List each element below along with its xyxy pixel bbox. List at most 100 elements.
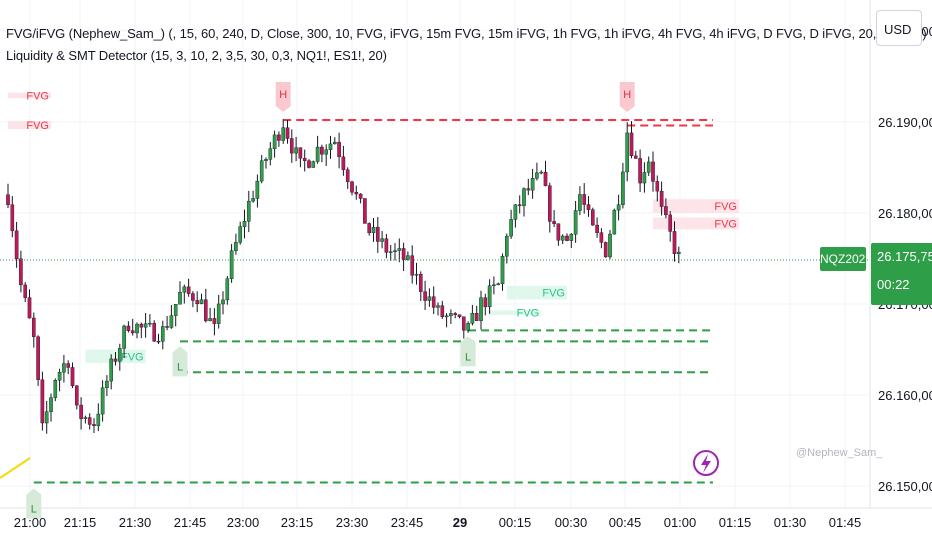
fvg-label: FVG <box>517 308 540 320</box>
candle-body <box>122 325 126 349</box>
candle-body <box>642 172 647 184</box>
candle-body <box>285 127 290 139</box>
candle-body <box>453 313 458 315</box>
candle-body <box>62 363 66 373</box>
fvg-zone <box>489 310 542 315</box>
candle-body <box>505 235 509 257</box>
candle-body <box>479 297 483 321</box>
candle-body <box>255 180 260 199</box>
candle-body <box>595 224 599 233</box>
candle-body <box>358 193 363 199</box>
swing-marker-label: L <box>177 361 183 373</box>
swing-marker-shape <box>619 82 635 113</box>
candle-body <box>423 291 427 301</box>
fvg-label: FVG <box>26 120 49 132</box>
candle-body <box>337 141 341 158</box>
bar-countdown: 00:22 <box>877 277 910 292</box>
fvg-label: FVG <box>714 218 737 230</box>
candle-body <box>96 413 101 426</box>
candle-body <box>367 223 372 234</box>
candle-body <box>6 194 10 205</box>
candle-body <box>591 209 595 226</box>
time-tick-label: 21:00 <box>14 515 47 530</box>
swing-marker-label: L <box>31 503 37 515</box>
time-axis[interactable]: 21:00 21:15 21:30 21:45 23:00 23:15 23:30 23:45… <box>14 515 862 530</box>
candle-body <box>599 232 604 243</box>
indicator-liquidity-title[interactable]: Liquidity & SMT Detector (15, 3, 10, 2, … <box>6 48 387 63</box>
watermark-text: @Nephew_Sam_ <box>796 447 883 459</box>
candle-body <box>173 303 178 316</box>
time-tick-label: 23:15 <box>281 515 314 530</box>
candle-body <box>19 258 23 286</box>
candle-body <box>470 313 475 324</box>
candle-body <box>526 188 531 191</box>
candle-body <box>513 204 518 220</box>
candle-body <box>376 226 380 242</box>
candle-body <box>449 313 453 317</box>
candle-body <box>49 397 53 412</box>
candle-body <box>83 417 88 419</box>
candle-body <box>148 322 152 325</box>
candle-body <box>100 387 105 415</box>
indicator-fvg-title[interactable]: FVG/iFVG (Nephew_Sam_) (, 15, 60, 240, D… <box>6 26 927 41</box>
candle-body <box>169 315 174 328</box>
candle-body <box>354 191 359 195</box>
candle-body <box>552 221 556 224</box>
candle-body <box>406 255 410 260</box>
candle-body <box>53 380 58 398</box>
candle-body <box>612 209 617 235</box>
fvg-label: FVG <box>26 90 49 102</box>
time-tick-label: 23:00 <box>227 515 260 530</box>
candle-body <box>440 305 445 317</box>
candle-body <box>573 210 578 235</box>
currency-button[interactable]: USD <box>876 10 922 46</box>
candle-body <box>530 178 535 191</box>
candle-body <box>560 235 565 241</box>
swing-marker-shape <box>460 336 476 367</box>
swing-markers: H H L L L <box>26 82 635 519</box>
candle-body <box>634 155 638 159</box>
swing-marker-shape <box>26 488 42 519</box>
time-tick-label: 21:45 <box>174 515 207 530</box>
candle-body <box>651 161 655 182</box>
fvg-zone <box>8 92 51 99</box>
time-tick-label: 23:45 <box>391 515 424 530</box>
candle-body <box>92 424 96 426</box>
candle-body <box>152 322 157 342</box>
candle-body <box>672 231 677 255</box>
candle-body <box>509 219 513 237</box>
candle-body <box>487 285 492 308</box>
candle-body <box>195 300 200 305</box>
candle-body <box>535 172 539 179</box>
candle-body <box>629 132 634 157</box>
fvg-label: FVG <box>121 351 144 363</box>
swing-marker-label: H <box>279 89 287 101</box>
lightning-icon[interactable] <box>693 450 719 476</box>
symbol-price-tag: NQZ2025 <box>820 247 872 271</box>
candle-body <box>113 358 118 362</box>
time-tick-label: 21:15 <box>64 515 97 530</box>
candle-body <box>664 206 668 216</box>
time-tick-label: 01:30 <box>774 515 807 530</box>
candle-body <box>324 149 329 155</box>
fvg-zone <box>653 199 739 213</box>
candle-body <box>380 238 384 242</box>
candle-body <box>40 379 45 424</box>
candle-body <box>109 358 113 382</box>
candle-body <box>659 190 664 207</box>
candle-body <box>543 171 548 186</box>
candle-body <box>539 171 543 174</box>
fvg-zone <box>653 217 739 230</box>
swing-marker-label: L <box>465 351 471 363</box>
candle-body <box>208 318 212 322</box>
candle-body <box>655 181 660 192</box>
candle-body <box>290 138 294 154</box>
candle-body <box>74 385 79 406</box>
candle-body <box>582 194 586 205</box>
candle-body <box>625 132 629 173</box>
candle-body <box>315 146 320 162</box>
candle-body <box>294 147 298 154</box>
candle-body <box>328 143 333 150</box>
candle-body <box>32 317 36 337</box>
